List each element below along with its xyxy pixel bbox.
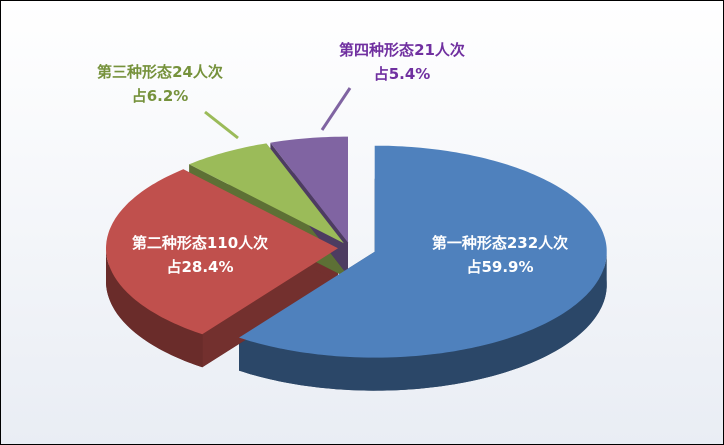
slice <box>106 169 338 335</box>
slice <box>239 145 607 358</box>
percent-label: 占28.4% <box>166 258 233 276</box>
slice-side <box>106 248 203 368</box>
category-label: 第四种形态 <box>339 41 414 59</box>
percent-label-text: 占28.4% <box>166 258 233 276</box>
percent-label-text: 占59.9% <box>466 258 533 276</box>
data-label: 第一种形态232人次 <box>432 234 568 252</box>
percent-label-text: 占5.4% <box>374 65 431 83</box>
leader-line <box>320 87 352 131</box>
slice <box>189 143 344 244</box>
percent-label: 占59.9% <box>466 258 533 276</box>
percent-label: 占6.2% <box>132 87 189 105</box>
value-label: 232人次 <box>507 234 568 252</box>
category-label: 第三种形态 <box>97 63 172 81</box>
percent-label: 占5.4% <box>374 65 431 83</box>
category-label: 第一种形态 <box>432 234 507 252</box>
value-label: 110人次 <box>207 234 268 252</box>
data-label: 第四种形态21人次 <box>339 41 465 59</box>
value-label: 24人次 <box>172 63 223 81</box>
slice-side <box>239 251 607 391</box>
percent-label-text: 占6.2% <box>132 87 189 105</box>
value-label: 21人次 <box>414 41 465 59</box>
category-label: 第二种形态 <box>132 234 207 252</box>
data-label: 第二种形态110人次 <box>132 234 268 252</box>
leader-line <box>204 110 239 140</box>
data-label: 第三种形态24人次 <box>97 63 223 81</box>
slice-wall <box>202 248 338 368</box>
slice <box>270 136 348 243</box>
